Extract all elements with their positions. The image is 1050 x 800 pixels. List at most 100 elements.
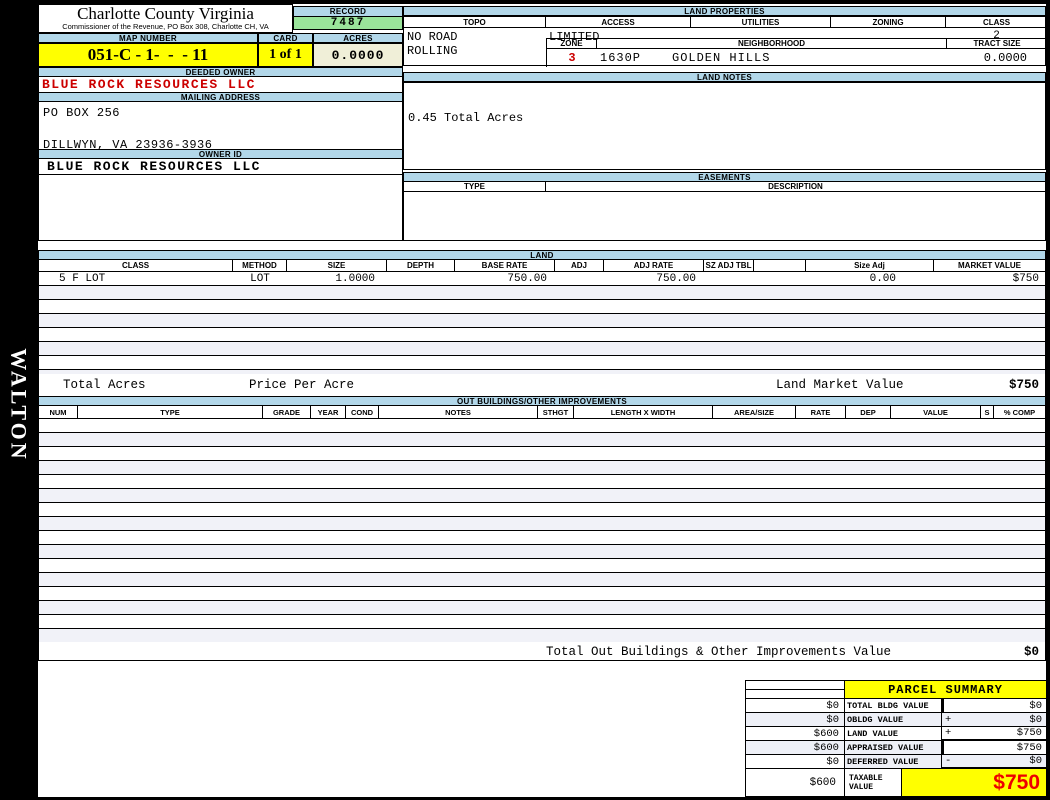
summary-row-op: + <box>945 713 952 726</box>
out-buildings-total-row: Total Out Buildings & Other Improvements… <box>38 642 1046 661</box>
outb-col-grade: GRADE <box>263 406 311 418</box>
outb-col-num: NUM <box>39 406 78 418</box>
summary-row-value: $0 <box>1029 699 1042 712</box>
out-buildings-header-row: NUM TYPE GRADE YEAR COND NOTES STHGT LEN… <box>38 406 1046 419</box>
easement-type-header: TYPE <box>404 182 546 191</box>
outb-col-area-size: AREA/SIZE <box>713 406 796 418</box>
topo-value-line1: NO ROAD <box>407 30 458 44</box>
acres-label-bar: ACRES <box>313 33 403 43</box>
summary-row-deferred: $0 DEFERRED VALUE - $0 <box>746 755 1046 769</box>
outb-col-s: S <box>981 406 994 418</box>
summary-prior-value: $0 <box>746 755 845 768</box>
land-section-bar: LAND <box>38 250 1046 260</box>
mailing-address-line1: PO BOX 256 <box>43 106 121 120</box>
price-per-acre-label: Price Per Acre <box>249 378 355 392</box>
land-market-value: $750 <box>1008 378 1039 392</box>
land-row-size: 1.0000 <box>335 272 375 285</box>
county-header-box: Charlotte County Virginia Commissioner o… <box>38 4 293 33</box>
land-properties-box: TOPO ACCESS UTILITIES ZONING CLASS NO RO… <box>403 16 1047 67</box>
summary-row-op: + <box>945 727 952 739</box>
owner-empty-box <box>38 174 403 241</box>
record-value: 7487 <box>293 17 403 30</box>
land-data-row: 5 F LOT LOT 1.0000 750.00 750.00 0.00 $7… <box>38 272 1046 286</box>
out-buildings-empty-rows <box>38 419 1046 642</box>
access-value: LIMITED <box>549 30 600 44</box>
utilities-column-header: UTILITIES <box>691 17 831 28</box>
neighborhood-name: GOLDEN HILLS <box>672 51 771 65</box>
land-col-method: METHOD <box>233 260 287 271</box>
land-col-size-adj: Size Adj <box>806 260 934 271</box>
land-totals-row: Total Acres Price Per Acre Land Market V… <box>38 374 1046 396</box>
summary-row-taxable: $600 TAXABLE VALUE $750 <box>746 769 1046 796</box>
land-row-adj-rate: 750.00 <box>656 272 696 285</box>
land-notes-box: 0.45 Total Acres <box>403 82 1046 170</box>
summary-row-appraised: $600 APPRAISED VALUE $750 <box>746 741 1046 755</box>
outb-col-sthgt: STHGT <box>538 406 574 418</box>
outb-col-length-width: LENGTH X WIDTH <box>574 406 713 418</box>
outb-col-pct-comp: % COMP <box>1003 407 1036 417</box>
access-column-header: ACCESS <box>546 17 691 28</box>
land-row-size-adj: 0.00 <box>869 272 896 285</box>
easements-header-row: TYPE DESCRIPTION <box>403 182 1046 192</box>
class-value: 2 <box>993 30 1000 42</box>
land-notes-bar: LAND NOTES <box>403 72 1046 82</box>
zone-subtable: ZONE NEIGHBORHOOD TRACT SIZE 3 1630P GOL… <box>546 38 1047 67</box>
outb-col-type: TYPE <box>78 406 263 418</box>
record-label-bar: RECORD <box>293 6 403 17</box>
land-col-size: SIZE <box>287 260 387 271</box>
summary-row-label: OBLDG VALUE <box>845 713 942 726</box>
summary-prior-value: $0 <box>746 699 845 712</box>
mailing-address-box: PO BOX 256 DILLWYN, VA 23936-3936 <box>38 102 403 152</box>
card-label-bar: CARD <box>258 33 313 43</box>
outb-col-year: YEAR <box>311 406 346 418</box>
tract-size-value: 0.0000 <box>983 51 1027 65</box>
summary-row-value: $750 <box>1016 727 1042 739</box>
summary-header-spacer-top <box>746 681 844 690</box>
land-col-base-rate: BASE RATE <box>455 260 555 271</box>
neighborhood-column-header: NEIGHBORHOOD <box>597 39 947 49</box>
easement-description-header: DESCRIPTION <box>768 182 823 191</box>
outb-col-value: VALUE <box>891 406 981 418</box>
vertical-watermark-label: WALTON <box>7 348 33 462</box>
summary-row-label: TOTAL BLDG VALUE <box>845 699 942 712</box>
taxable-prior-value: $600 <box>746 769 845 796</box>
parcel-summary-table: PARCEL SUMMARY $0 TOTAL BLDG VALUE $0 $0… <box>745 680 1047 797</box>
map-number-label-bar: MAP NUMBER <box>38 33 258 43</box>
zone-column-header: ZONE <box>547 39 597 49</box>
land-col-sz-adj-tbl: SZ ADJ TBL <box>704 260 754 271</box>
class-column-header: CLASS <box>946 17 1047 28</box>
summary-header-spacer-bottom <box>746 690 844 698</box>
summary-row-value: $750 <box>1016 741 1042 754</box>
owner-id-value: BLUE ROCK RESOURCES LLC <box>38 159 403 174</box>
land-col-market-value: MARKET VALUE <box>958 261 1021 270</box>
land-empty-rows <box>38 286 1046 374</box>
land-col-empty <box>754 260 806 271</box>
left-margin-strip: WALTON <box>0 300 38 510</box>
acres-value: 0.0000 <box>313 43 403 67</box>
land-row-base-rate: 750.00 <box>507 272 547 285</box>
summary-prior-value: $600 <box>746 727 845 740</box>
summary-row-label: LAND VALUE <box>845 727 942 740</box>
land-col-adj-rate: ADJ RATE <box>604 260 704 271</box>
land-market-value-label: Land Market Value <box>776 378 904 392</box>
neighborhood-code: 1630P <box>600 51 642 65</box>
land-col-depth: DEPTH <box>387 260 455 271</box>
deeded-owner-value: BLUE ROCK RESOURCES LLC <box>38 77 403 92</box>
land-row-market-value: $750 <box>1012 272 1039 285</box>
land-row-method: LOT <box>250 272 270 285</box>
county-subtitle: Commissioner of the Revenue, PO Box 308,… <box>62 22 269 31</box>
parcel-summary-header: PARCEL SUMMARY <box>746 681 1046 699</box>
land-header-row: CLASS METHOD SIZE DEPTH BASE RATE ADJ AD… <box>38 260 1046 272</box>
map-number-value: 051-C - 1- - - 11 <box>38 43 258 67</box>
outb-col-cond: COND <box>346 406 379 418</box>
easements-bar: EASEMENTS <box>403 172 1046 182</box>
zone-value: 3 <box>568 51 576 65</box>
outb-col-dep: DEP <box>846 406 891 418</box>
mailing-address-line2: DILLWYN, VA 23936-3936 <box>43 138 213 152</box>
land-note-text: 0.45 Total Acres <box>408 111 524 125</box>
record-card: Charlotte County Virginia Commissioner o… <box>38 4 1047 797</box>
summary-prior-value: $600 <box>746 741 845 754</box>
out-buildings-total-label: Total Out Buildings & Other Improvements… <box>546 645 892 659</box>
summary-row-total-bldg: $0 TOTAL BLDG VALUE $0 <box>746 699 1046 713</box>
